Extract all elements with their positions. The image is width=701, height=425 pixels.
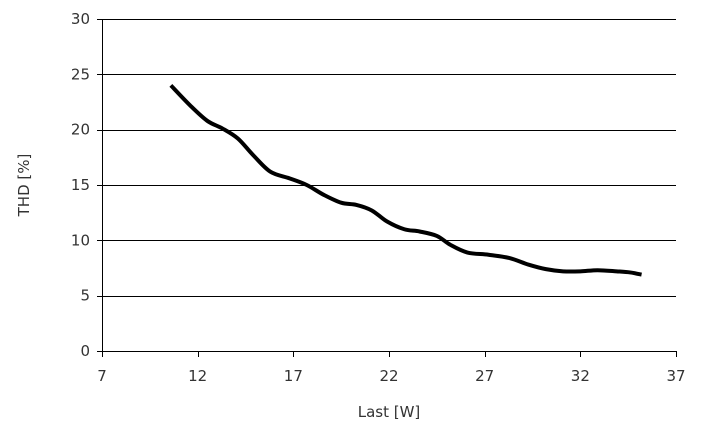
- y-tick-label-25: 25: [71, 65, 90, 83]
- x-axis-title: Last [W]: [358, 403, 421, 421]
- x-tick-label-17: 17: [284, 367, 303, 385]
- y-axis-title: THD [%]: [15, 154, 33, 218]
- y-tick-label-5: 5: [80, 287, 90, 305]
- y-tick-label-30: 30: [71, 10, 90, 28]
- x-tick-label-37: 37: [666, 367, 685, 385]
- y-tick-label-20: 20: [71, 121, 90, 139]
- series-line-0: [169, 84, 642, 277]
- x-tick-label-22: 22: [379, 367, 398, 385]
- y-tick-label-10: 10: [71, 231, 90, 249]
- x-tick-label-32: 32: [571, 367, 590, 385]
- y-tick-label-0: 0: [80, 342, 90, 360]
- ticks: 0 5 10 15 20 25 30 7 12 17 22 27 32 37: [71, 10, 686, 385]
- x-tick-label-7: 7: [97, 367, 107, 385]
- x-tick-label-27: 27: [475, 367, 494, 385]
- y-tick-label-15: 15: [71, 176, 90, 194]
- series: [169, 84, 642, 277]
- x-tick-label-12: 12: [188, 367, 207, 385]
- gridlines: [102, 19, 676, 297]
